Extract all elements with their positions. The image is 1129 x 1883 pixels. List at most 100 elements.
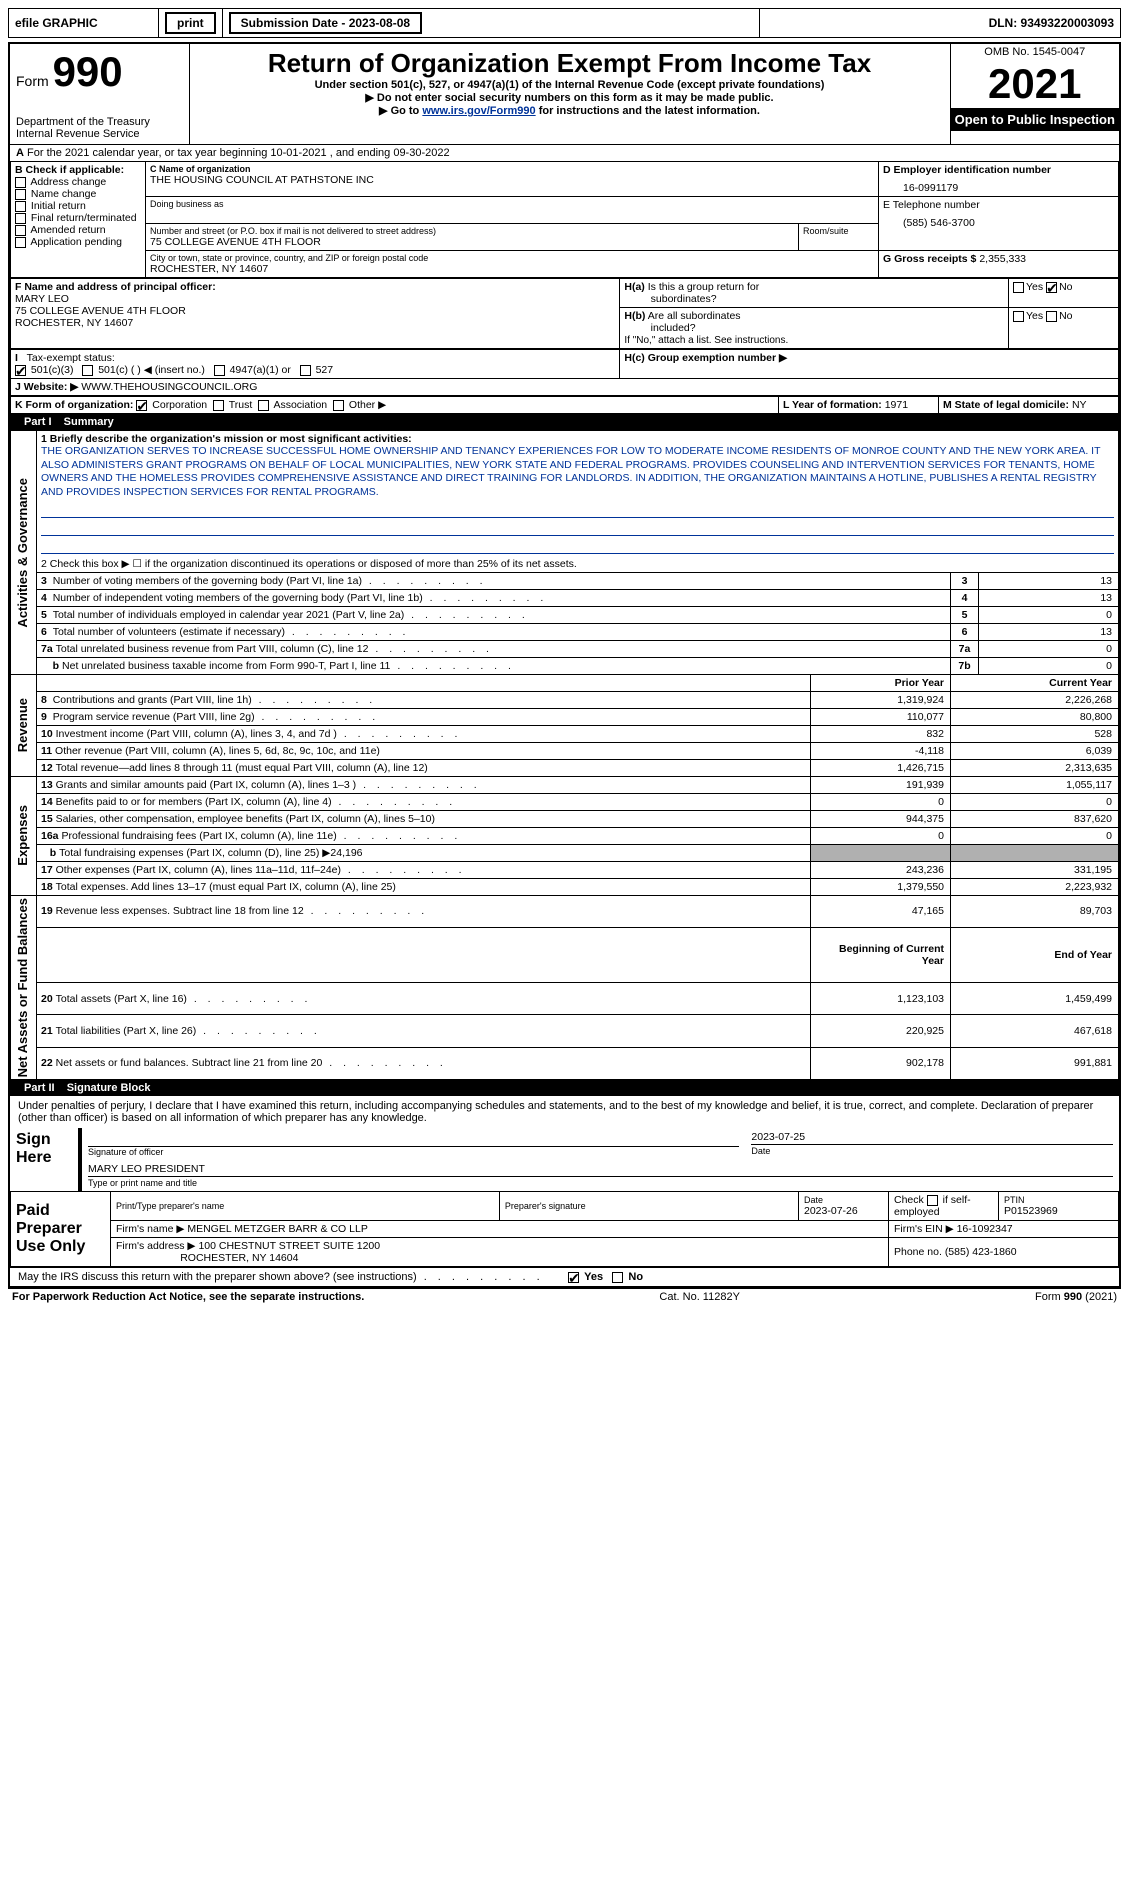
dept-label: Department of the Treasury [16, 116, 183, 128]
box-g: G Gross receipts $ 2,355,333 [879, 251, 1119, 278]
top-bar: efile GRAPHIC print Submission Date - 20… [8, 8, 1121, 38]
chk-other[interactable] [333, 400, 344, 411]
line-1: 1 Briefly describe the organization's mi… [37, 431, 1119, 502]
check-amended[interactable] [15, 225, 26, 236]
line-21: 21 Total liabilities (Part X, line 26)22… [11, 1015, 1119, 1047]
line-7b: b Net unrelated business taxable income … [11, 657, 1119, 674]
chk-501c[interactable] [82, 365, 93, 376]
form-title: Return of Organization Exempt From Incom… [196, 48, 944, 79]
line-13: 13 Grants and similar amounts paid (Part… [37, 776, 811, 793]
row-l: L Year of formation: 1971 [779, 397, 939, 414]
line-2: 2 Check this box ▶ ☐ if the organization… [37, 556, 1119, 573]
form-ref: Form 990 (2021) [1035, 1291, 1117, 1303]
omb-number: OMB No. 1545-0047 [951, 44, 1120, 60]
cat-no: Cat. No. 11282Y [659, 1291, 740, 1303]
line-14: 14 Benefits paid to or for members (Part… [11, 793, 1119, 810]
ssn-note: Do not enter social security numbers on … [196, 91, 944, 104]
row-i: I Tax-exempt status: 501(c)(3) 501(c) ( … [11, 350, 620, 379]
line-4: 4 Number of independent voting members o… [11, 589, 1119, 606]
chk-corp[interactable] [136, 400, 147, 411]
ha-yes[interactable] [1013, 282, 1024, 293]
box-c-city: City or town, state or province, country… [146, 251, 879, 278]
irs-label: Internal Revenue Service [16, 128, 183, 140]
line-19: 19 Revenue less expenses. Subtract line … [37, 895, 811, 927]
irs-link[interactable]: www.irs.gov/Form990 [422, 105, 535, 117]
line-17: 17 Other expenses (Part IX, column (A), … [11, 861, 1119, 878]
sig-officer: Signature of officer [80, 1128, 745, 1160]
firm-phone: Phone no. (585) 423-1860 [889, 1237, 1119, 1266]
identity-grid: B Check if applicable: Address change Na… [10, 161, 1119, 278]
line-12: 12 Total revenue—add lines 8 through 11 … [11, 759, 1119, 776]
prep-ptin: PTINP01523969 [999, 1191, 1119, 1220]
row-m: M State of legal domicile: NY [939, 397, 1119, 414]
box-c-street: Number and street (or P.O. box if mail i… [146, 224, 799, 251]
line-8: 8 Contributions and grants (Part VIII, l… [11, 691, 1119, 708]
box-c-room: Room/suite [799, 224, 879, 251]
vert-net: Net Assets or Fund Balances [11, 895, 37, 1079]
discuss-no[interactable] [612, 1272, 623, 1283]
box-hc: H(c) Group exemption number ▶ [620, 350, 1119, 379]
tax-year: 2021 [951, 60, 1120, 108]
line-9: 9 Program service revenue (Part VIII, li… [11, 708, 1119, 725]
check-initial-return[interactable] [15, 201, 26, 212]
hb-answer: Yes No [1009, 308, 1119, 349]
sign-here-label: Sign Here [10, 1128, 80, 1191]
goto-note: ▶ Go to www.irs.gov/Form990 for instruct… [196, 104, 944, 117]
check-final-return[interactable] [15, 213, 26, 224]
box-b: B Check if applicable: Address change Na… [11, 162, 146, 278]
box-f: F Name and address of principal officer:… [11, 279, 620, 349]
year-box: OMB No. 1545-0047 2021 Open to Public In… [950, 43, 1120, 145]
vert-gov: Activities & Governance [11, 431, 37, 675]
chk-selfemp[interactable] [927, 1195, 938, 1206]
line-20: 20 Total assets (Part X, line 16)1,123,1… [11, 983, 1119, 1015]
print-button[interactable]: print [159, 9, 223, 38]
check-app-pending[interactable] [15, 237, 26, 248]
firm-name: Firm's name ▶ MENGEL METZGER BARR & CO L… [111, 1220, 889, 1237]
part1-header: Part I Summary [9, 414, 1120, 430]
chk-501c3[interactable] [15, 365, 26, 376]
line-10: 10 Investment income (Part VIII, column … [11, 725, 1119, 742]
part2-header: Part II Signature Block [9, 1080, 1120, 1096]
hb-yes[interactable] [1013, 311, 1024, 322]
prep-sig-col: Preparer's signature [499, 1191, 798, 1220]
check-address-change[interactable] [15, 177, 26, 188]
box-c-name: C Name of organization THE HOUSING COUNC… [146, 162, 879, 197]
line-5: 5 Total number of individuals employed i… [11, 606, 1119, 623]
line-16a: 16a Professional fundraising fees (Part … [11, 827, 1119, 844]
box-e: E Telephone number (585) 546-3700 [879, 197, 1119, 251]
discuss-yes[interactable] [568, 1272, 579, 1283]
vert-exp: Expenses [11, 776, 37, 895]
dln: DLN: 93493220003093 [760, 9, 1121, 38]
line-22: 22 Net assets or fund balances. Subtract… [11, 1047, 1119, 1079]
chk-assoc[interactable] [258, 400, 269, 411]
form-main: Form 990 Department of the Treasury Inte… [8, 42, 1121, 1288]
prep-name-col: Print/Type preparer's name [111, 1191, 500, 1220]
line-15: 15 Salaries, other compensation, employe… [11, 810, 1119, 827]
hb-no[interactable] [1046, 311, 1057, 322]
ha-no[interactable] [1046, 282, 1057, 293]
form-number-cell: Form 990 Department of the Treasury Inte… [9, 43, 189, 145]
officer-name: MARY LEO PRESIDENT Type or print name an… [80, 1160, 1119, 1191]
chk-527[interactable] [300, 365, 311, 376]
check-name-change[interactable] [15, 189, 26, 200]
prep-selfemp: Check if self-employed [889, 1191, 999, 1220]
paid-prep-label: Paid Preparer Use Only [11, 1191, 111, 1266]
box-c-dba: Doing business as [146, 197, 879, 224]
preparer-table: Paid Preparer Use Only Print/Type prepar… [10, 1191, 1119, 1267]
chk-trust[interactable] [213, 400, 224, 411]
line-6: 6 Total number of volunteers (estimate i… [11, 623, 1119, 640]
line-16b: b Total fundraising expenses (Part IX, c… [11, 844, 1119, 861]
efile-label: efile GRAPHIC [9, 9, 159, 38]
firm-ein: Firm's EIN ▶ 16-1092347 [889, 1220, 1119, 1237]
chk-4947[interactable] [214, 365, 225, 376]
vert-rev: Revenue [11, 674, 37, 776]
row-k: K Form of organization: Corporation Trus… [11, 397, 779, 414]
paperwork-note: For Paperwork Reduction Act Notice, see … [12, 1291, 364, 1303]
discuss-line: May the IRS discuss this return with the… [9, 1267, 1120, 1287]
ha-answer: Yes No [1009, 279, 1119, 308]
box-hb: H(b) Are all subordinates included? If "… [620, 308, 1009, 349]
line-18: 18 Total expenses. Add lines 13–17 (must… [11, 878, 1119, 895]
line-11: 11 Other revenue (Part VIII, column (A),… [11, 742, 1119, 759]
summary-table: Activities & Governance 1 Briefly descri… [10, 430, 1119, 1080]
form-subtitle: Under section 501(c), 527, or 4947(a)(1)… [196, 79, 944, 91]
